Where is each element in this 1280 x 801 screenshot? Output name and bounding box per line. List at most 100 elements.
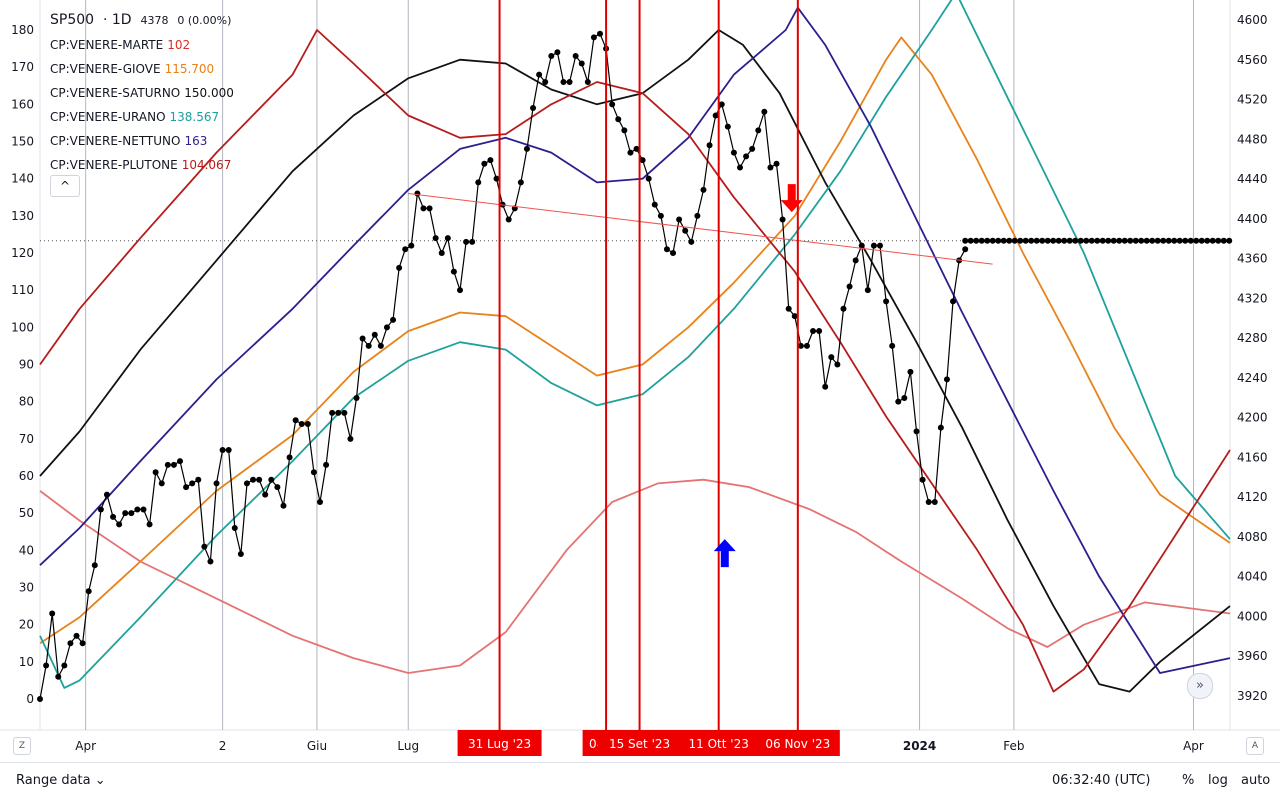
data-point — [743, 153, 750, 160]
data-point — [931, 499, 938, 506]
x-tick-label: Lug — [397, 739, 419, 753]
auto-scale-button[interactable]: A — [1246, 737, 1264, 755]
data-point — [645, 175, 652, 182]
right-tick-label: 4120 — [1237, 490, 1268, 504]
level-marker — [989, 237, 996, 244]
data-point — [274, 484, 281, 491]
data-point — [91, 562, 98, 569]
symbol-name: SP500 — [50, 12, 95, 28]
data-point — [749, 145, 756, 152]
level-marker — [978, 237, 985, 244]
level-marker — [1028, 237, 1035, 244]
data-point — [292, 417, 299, 424]
level-marker — [995, 237, 1002, 244]
utc-clock[interactable]: 06:32:40 (UTC) — [1052, 773, 1151, 788]
legend-row[interactable]: CP:VENERE-MARTE 102 — [50, 33, 234, 57]
level-marker — [1006, 237, 1013, 244]
right-tick-label: 4480 — [1237, 132, 1268, 146]
data-point — [329, 409, 336, 416]
date-marker-label-bg — [755, 730, 840, 756]
data-point — [195, 476, 202, 483]
data-point — [901, 394, 908, 401]
data-point — [359, 335, 366, 342]
level-marker — [1165, 237, 1172, 244]
legend-row[interactable]: CP:VENERE-PLUTONE 104.067 — [50, 153, 234, 177]
data-point — [737, 164, 743, 171]
data-point — [566, 79, 573, 86]
data-point — [676, 216, 683, 223]
interval[interactable]: 1D — [111, 12, 132, 28]
data-point — [450, 268, 457, 275]
auto-toggle[interactable]: auto — [1241, 773, 1271, 788]
left-tick-label: 180 — [11, 23, 34, 37]
legend-value: 150.000 — [184, 86, 234, 100]
percent-toggle[interactable]: % — [1182, 773, 1195, 788]
data-point — [767, 164, 774, 171]
data-point — [761, 108, 768, 115]
right-tick-label: 4560 — [1237, 53, 1268, 67]
right-tick-label: 4040 — [1237, 570, 1268, 584]
right-tick-label: 4440 — [1237, 172, 1268, 186]
level-marker — [1204, 237, 1211, 244]
left-tick-label: 10 — [19, 655, 34, 669]
date-marker-label: 31 Lug '23 — [468, 737, 531, 751]
legend-name: CP:VENERE-SATURNO — [50, 86, 181, 100]
data-point — [43, 662, 50, 669]
right-tick-label: 4520 — [1237, 93, 1268, 107]
data-point — [110, 513, 117, 520]
series-line — [39, 478, 1231, 674]
data-point — [140, 506, 147, 513]
left-tick-label: 20 — [19, 618, 34, 632]
data-point — [79, 640, 86, 647]
data-point — [712, 112, 719, 119]
data-point — [225, 446, 232, 453]
symbol-header: SP500 · 1D 4378 0 (0.00%) — [50, 12, 232, 28]
legend-value: 102 — [167, 38, 191, 52]
legend-value: 104.067 — [181, 158, 232, 172]
x-tick-label: 2 — [219, 739, 227, 753]
legend-name: CP:VENERE-PLUTONE — [50, 158, 178, 172]
data-point — [816, 328, 823, 335]
data-point — [183, 484, 190, 491]
level-marker — [1182, 237, 1189, 244]
level-marker — [1132, 237, 1139, 244]
data-point — [694, 212, 701, 219]
data-point — [61, 662, 68, 669]
level-marker — [962, 237, 969, 244]
level-marker — [1050, 237, 1057, 244]
x-tick-label: Giu — [307, 739, 327, 753]
left-tick-label: 170 — [11, 60, 34, 74]
data-point — [353, 394, 360, 401]
data-point — [256, 476, 263, 483]
data-point — [243, 480, 250, 487]
level-marker — [1105, 237, 1112, 244]
data-point — [487, 157, 494, 164]
legend-row[interactable]: CP:VENERE-URANO 138.567 — [50, 105, 234, 129]
data-point — [463, 238, 470, 245]
data-point — [134, 506, 141, 513]
chart-canvas[interactable]: Apr 2 Giu Lug 2024 Feb Apr 180 170 160 150 140 130 12… — [0, 0, 1280, 762]
data-point — [377, 342, 384, 349]
data-point — [475, 179, 482, 186]
zoom-button[interactable]: Z — [13, 737, 31, 755]
left-tick-label: 60 — [19, 469, 34, 483]
log-toggle[interactable]: log — [1208, 773, 1228, 788]
data-point — [803, 342, 810, 349]
data-point — [791, 313, 798, 320]
legend-row[interactable]: CP:VENERE-GIOVE 115.700 — [50, 57, 234, 81]
legend-name: CP:VENERE-MARTE — [50, 38, 164, 52]
legend-row[interactable]: CP:VENERE-SATURNO 150.000 — [50, 81, 234, 105]
legend-row[interactable]: CP:VENERE-NETTUNO 163 — [50, 129, 234, 153]
data-point — [298, 420, 305, 427]
scroll-to-realtime-button[interactable]: » — [1187, 673, 1213, 699]
level-marker — [1066, 237, 1073, 244]
data-point — [189, 480, 196, 487]
data-point — [730, 149, 737, 156]
data-point — [639, 157, 646, 164]
data-point — [158, 480, 165, 487]
collapse-legend-button[interactable]: ^ — [50, 175, 80, 197]
right-tick-label: 4320 — [1237, 291, 1268, 305]
data-point — [505, 216, 512, 223]
range-data-button[interactable]: Range data ⌄ — [16, 773, 106, 788]
right-tick-label: 3960 — [1237, 649, 1268, 663]
